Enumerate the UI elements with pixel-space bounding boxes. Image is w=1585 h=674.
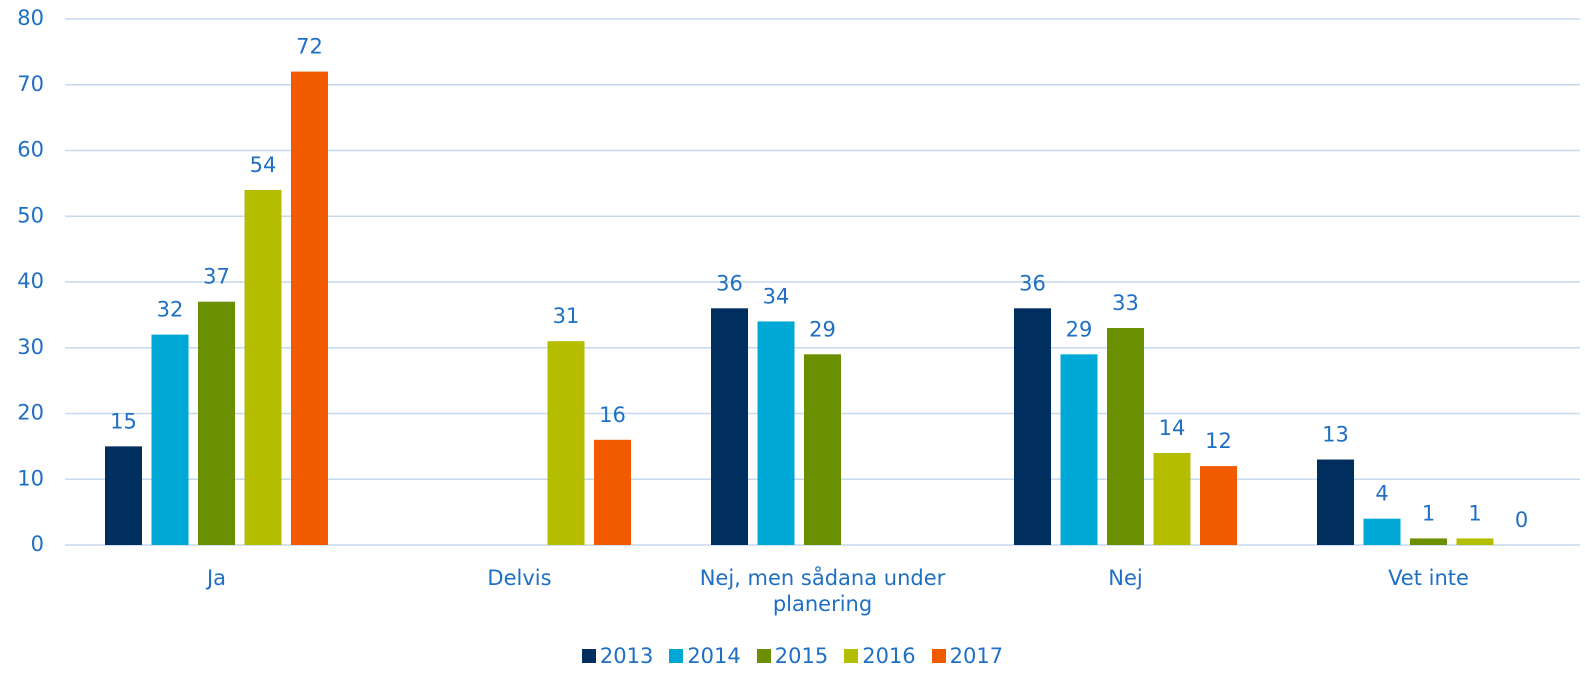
y-tick-label: 70 <box>17 72 44 96</box>
x-tick-label: Nej, men sådana under planering <box>699 566 946 616</box>
y-tick-label: 60 <box>17 138 44 162</box>
bar <box>1107 328 1144 545</box>
legend-label: 2016 <box>862 644 916 668</box>
legend-swatch <box>844 649 859 663</box>
legend-item: 2013 <box>581 644 654 668</box>
y-tick-label: 30 <box>17 335 44 359</box>
x-tick-label: Delvis <box>487 566 552 590</box>
data-label: 1 <box>1422 501 1435 525</box>
bar <box>151 334 189 545</box>
legend-label: 2014 <box>687 644 741 668</box>
data-label: 16 <box>599 403 626 427</box>
bar <box>244 189 282 545</box>
x-tick-label: Ja <box>206 566 227 590</box>
data-label: 29 <box>1066 317 1093 341</box>
data-label: 12 <box>1205 429 1232 453</box>
bar <box>1456 538 1494 545</box>
x-tick-label: Vet inte <box>1388 566 1469 590</box>
bar <box>1060 354 1098 545</box>
bar <box>757 321 795 545</box>
bar <box>711 308 748 545</box>
bar <box>804 354 841 545</box>
bar <box>1410 538 1447 545</box>
bar <box>1014 308 1051 545</box>
bar <box>105 446 142 545</box>
bar <box>1317 459 1354 545</box>
data-label: 1 <box>1468 501 1481 525</box>
data-label: 32 <box>157 298 184 322</box>
legend: 2013 2014 2015 2016 2017 <box>0 644 1585 668</box>
legend-swatch <box>931 649 946 663</box>
bar <box>1363 518 1401 545</box>
data-label: 36 <box>1019 271 1046 295</box>
legend-item: 2014 <box>669 644 741 668</box>
x-tick-label: Nej <box>1108 566 1143 590</box>
legend-label: 2015 <box>774 644 829 668</box>
data-label: 29 <box>809 317 836 341</box>
bar <box>198 301 235 545</box>
legend-item: 2015 <box>756 644 829 668</box>
y-tick-label: 40 <box>17 269 44 293</box>
legend-swatch <box>581 649 596 663</box>
y-tick-label: 10 <box>17 466 44 490</box>
data-label: 31 <box>553 304 580 328</box>
bar <box>291 71 328 545</box>
legend-item: 2017 <box>931 644 1004 668</box>
legend-item: 2016 <box>844 644 916 668</box>
data-label: 34 <box>763 284 790 308</box>
data-label: 0 <box>1515 508 1528 532</box>
y-tick-label: 20 <box>17 401 44 425</box>
y-tick-label: 80 <box>17 6 44 30</box>
y-tick-label: 0 <box>31 532 44 556</box>
bar <box>594 439 631 545</box>
data-label: 33 <box>1112 291 1139 315</box>
data-label: 54 <box>250 153 277 177</box>
data-label: 13 <box>1322 423 1349 447</box>
data-label: 37 <box>203 265 230 289</box>
legend-label: 2013 <box>599 644 654 668</box>
bar <box>1200 466 1237 545</box>
y-tick-label: 50 <box>17 203 44 227</box>
data-label: 72 <box>296 35 323 59</box>
bar <box>1153 452 1191 545</box>
data-label: 4 <box>1375 482 1388 506</box>
legend-swatch <box>756 649 771 663</box>
legend-label: 2017 <box>949 644 1004 668</box>
data-label: 14 <box>1159 416 1186 440</box>
bar <box>547 341 585 545</box>
data-label: 15 <box>110 409 137 433</box>
legend-swatch <box>669 649 684 663</box>
data-label: 36 <box>716 271 743 295</box>
